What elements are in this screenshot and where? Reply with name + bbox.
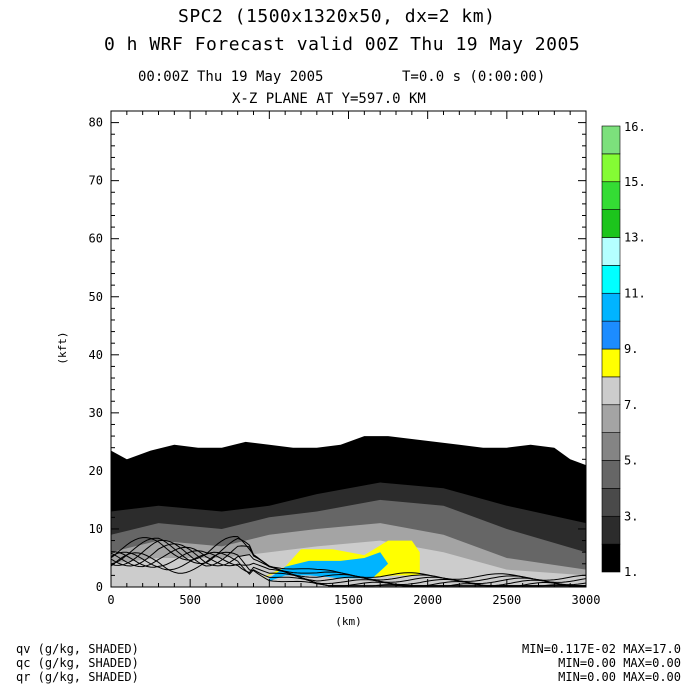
title-line1: SPC2 (1500x1320x50, dx=2 km) [178,6,496,27]
colorbar-swatch [601,125,621,155]
colorbar-swatch [601,348,621,378]
x-tick-label: 2500 [492,593,521,607]
colorbar-label: 3. [624,509,638,523]
field-qc: qc (g/kg, SHADED) [16,656,139,670]
colorbar-swatch [601,209,621,238]
time-label: 00:00Z Thu 19 May 2005 [138,69,324,85]
field-qr: qr (g/kg, SHADED) [16,670,139,684]
colorbar-swatch [601,376,621,406]
surface-contour-line [111,535,586,581]
y-tick-label: 20 [89,464,103,478]
colorbar-swatch [601,265,621,294]
colorbar-swatch [601,292,621,322]
colorbar-swatch [601,237,621,266]
range-qv: MIN=0.117E-02 MAX=17.0 [522,642,681,656]
colorbar-label: 5. [624,454,638,468]
colorbar-swatch [601,153,621,183]
x-tick-label: 500 [179,593,201,607]
y-tick-label: 0 [96,580,103,594]
colorbar-label: 1. [624,565,638,579]
colorbar-label: 16. [624,120,646,134]
shaded-fields [111,436,586,587]
qv-level-9-area [269,552,389,582]
colorbar-swatch [601,320,621,350]
y-tick-label: 40 [89,348,103,362]
x-tick-label: 3000 [572,593,601,607]
x-axis-label: (km) [335,615,362,628]
colorbar-label: 11. [624,286,646,300]
colorbar-swatch [601,432,621,461]
y-tick-label: 10 [89,522,103,536]
y-tick-label: 70 [89,174,103,188]
range-qc: MIN=0.00 MAX=0.00 [558,656,681,670]
y-axis-label: (kft) [56,331,69,364]
colorbar-swatch [601,181,621,210]
colorbar-swatch [601,460,621,489]
y-tick-label: 50 [89,290,103,304]
elapsed-label: T=0.0 s (0:00:00) [402,69,546,85]
y-tick-label: 60 [89,232,103,246]
colorbar-label: 13. [624,231,646,245]
x-tick-label: 0 [107,593,114,607]
colorbar-swatch [601,404,621,433]
colorbar-label: 7. [624,398,638,412]
field-qv: qv (g/kg, SHADED) [16,642,139,656]
title-line2: 0 h WRF Forecast valid 00Z Thu 19 May 20… [104,34,581,55]
y-tick-label: 30 [89,406,103,420]
y-tick-label: 80 [89,116,103,130]
x-tick-label: 1500 [334,593,363,607]
x-tick-label: 1000 [255,593,284,607]
colorbar-label: 9. [624,342,638,356]
colorbar-swatch [601,543,621,573]
range-qr: MIN=0.00 MAX=0.00 [558,670,681,684]
colorbar-label: 15. [624,175,646,189]
plane-label: X-Z PLANE AT Y=597.0 KM [232,91,426,107]
colorbar-swatch [601,515,621,545]
x-tick-label: 2000 [413,593,442,607]
colorbar-swatch [601,488,621,517]
